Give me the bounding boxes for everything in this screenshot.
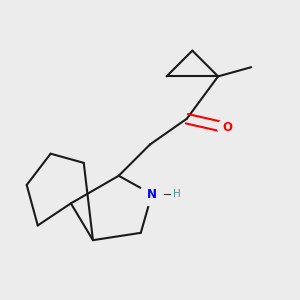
Circle shape [218, 118, 237, 137]
Text: N: N [147, 188, 157, 201]
Text: H: H [173, 189, 181, 199]
Text: O: O [222, 122, 232, 134]
Circle shape [140, 182, 164, 206]
